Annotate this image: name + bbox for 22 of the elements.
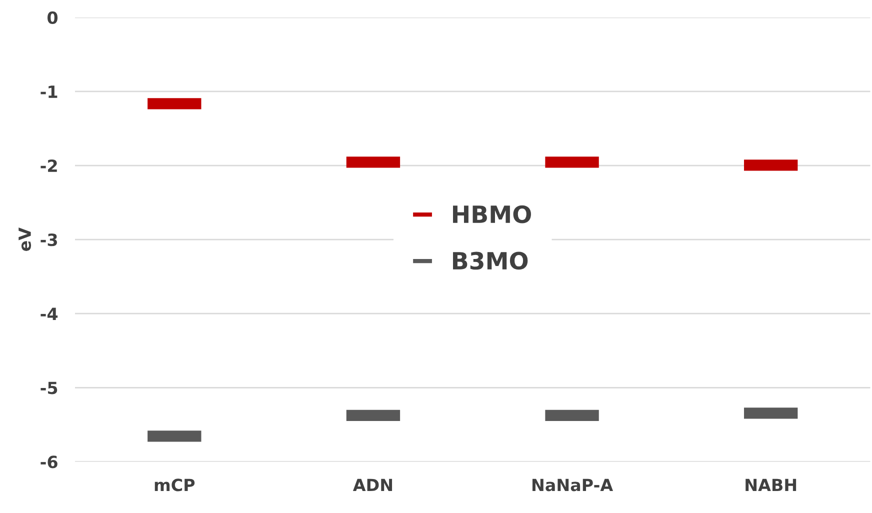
x-tick-label: mCP — [154, 478, 195, 492]
bar — [744, 408, 798, 419]
y-tick-label: 0 — [48, 11, 58, 24]
bar — [545, 156, 599, 168]
x-tick-label: NaNaP-A — [532, 478, 614, 492]
y-tick-label: -5 — [40, 382, 58, 394]
legend-label: HBMO — [453, 205, 531, 224]
y-tick-label: -4 — [40, 308, 58, 320]
legend-label: B3MO — [453, 252, 528, 270]
bar — [148, 430, 202, 442]
bar — [744, 160, 798, 171]
y-tick-label: -6 — [40, 456, 58, 468]
bar — [346, 410, 400, 421]
y-tick-label: -3 — [40, 234, 57, 246]
y-axis-title: eV — [18, 228, 32, 251]
x-tick-label: NABH — [746, 478, 796, 492]
bar — [545, 410, 599, 421]
y-tick-label: -2 — [40, 159, 57, 172]
x-tick-label: ADN — [352, 478, 392, 492]
y-tick-label: -1 — [40, 86, 58, 98]
bar — [148, 98, 202, 110]
bar — [346, 156, 400, 168]
